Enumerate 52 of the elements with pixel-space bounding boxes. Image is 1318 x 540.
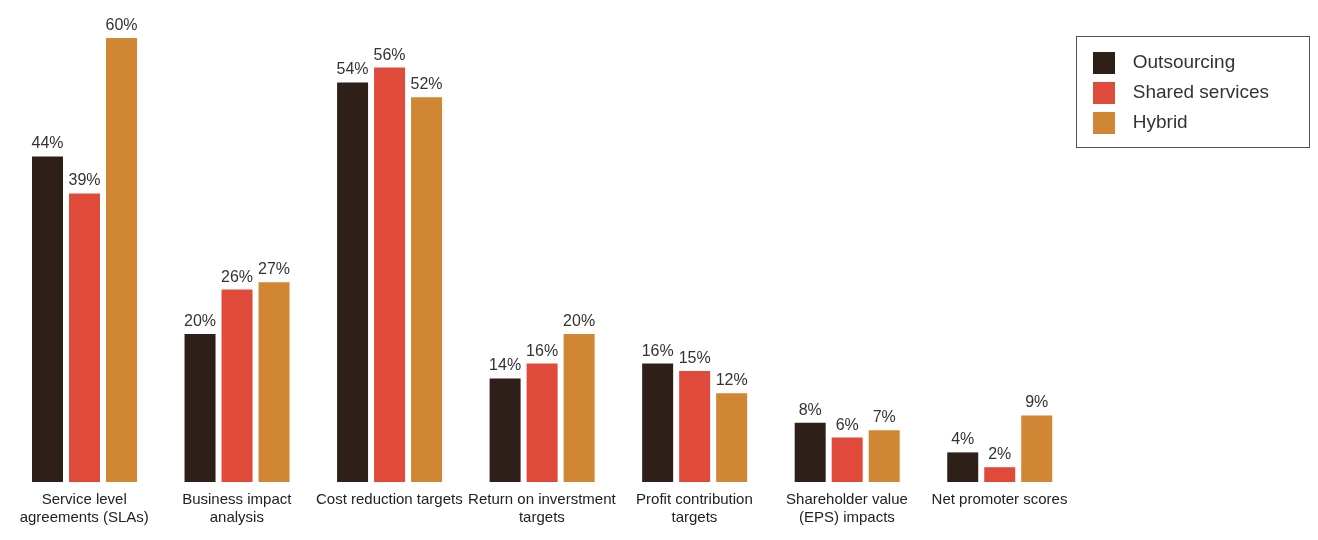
data-label: 16% [641, 341, 674, 359]
data-label: 52% [410, 75, 443, 93]
data-label: 56% [373, 45, 406, 63]
data-label: 60% [105, 16, 138, 33]
data-label: 6% [835, 415, 859, 433]
x-tick-label: Shareholder value (EPS) impacts [786, 490, 908, 525]
bar [221, 289, 253, 482]
x-tick-label: Return on inverstment targets [468, 490, 617, 525]
x-tick-label: Cost reduction targets [315, 490, 463, 507]
data-label: 15% [678, 349, 711, 366]
data-label: 7% [872, 408, 896, 426]
data-label: 54% [336, 60, 369, 78]
x-tick-label: Profit contribution targets [636, 490, 753, 525]
legend-label: Shared services [1132, 81, 1269, 102]
bar [32, 156, 63, 482]
bar [258, 282, 290, 482]
data-label: 2% [988, 445, 1012, 463]
bar [1021, 415, 1053, 482]
bar [411, 97, 443, 482]
data-label: 44% [31, 134, 64, 152]
bar [69, 193, 100, 482]
bar [106, 38, 137, 482]
bar [184, 334, 216, 482]
data-label: 9% [1025, 393, 1049, 411]
bar [489, 378, 521, 482]
data-label: 4% [951, 430, 975, 448]
legend-label: Outsourcing [1132, 51, 1236, 72]
bar [947, 452, 979, 482]
bar [831, 437, 863, 482]
bar [679, 371, 711, 482]
x-tick-label: Business impact analysis [182, 490, 293, 525]
bar [526, 363, 558, 482]
x-tick-label: Net promoter scores [931, 490, 1068, 507]
bar [374, 67, 406, 482]
bar [563, 334, 595, 482]
bar [716, 393, 748, 482]
bar [337, 82, 369, 482]
bar [984, 467, 1016, 482]
data-label: 26% [221, 267, 254, 285]
data-label: 12% [715, 371, 748, 389]
bar [794, 422, 826, 482]
data-label: 14% [489, 356, 522, 374]
bar [868, 430, 900, 482]
data-label: 39% [68, 171, 101, 189]
x-tick-label: Service level agreements (SLAs) [19, 490, 149, 525]
data-label: 16% [526, 341, 559, 359]
data-label: 8% [798, 400, 822, 418]
legend-label: Hybrid [1132, 111, 1188, 132]
data-label: 20% [184, 312, 217, 329]
data-label: 20% [563, 312, 596, 329]
bar [642, 363, 674, 482]
data-label: 27% [258, 260, 291, 278]
